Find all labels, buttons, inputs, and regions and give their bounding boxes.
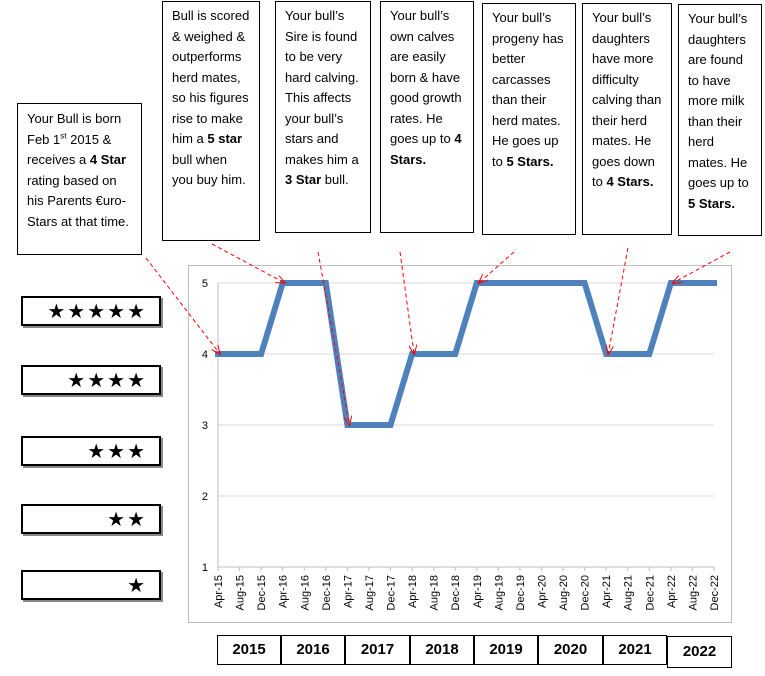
x-tick-label: Dec-20 <box>580 575 592 610</box>
callout-scored: Bull is scored & weighed & outperforms h… <box>162 1 260 241</box>
x-tick-label: Aug-20 <box>558 575 570 610</box>
x-tick-label: Dec-16 <box>321 575 333 610</box>
callout-text: Your bull’s daughters are found to have … <box>688 11 749 190</box>
x-tick-label: Apr-21 <box>601 575 613 608</box>
callout-text: bull. <box>321 172 349 187</box>
callout-text: Your bull’s daughters have more difficul… <box>592 10 662 189</box>
x-tick-label: Dec-15 <box>256 575 268 610</box>
x-tick-label: Dec-19 <box>515 575 527 610</box>
star-rating-2: ★★ <box>21 504 161 534</box>
callout-daughters-milk: Your bull’s daughters are found to have … <box>678 4 762 236</box>
star-rating-5: ★★★★★ <box>21 296 161 326</box>
callout-text: 5 Stars. <box>506 153 554 169</box>
x-tick-label: Apr-15 <box>213 575 225 608</box>
year-cell: 2016 <box>281 635 345 665</box>
x-tick-label: Dec-18 <box>450 575 462 610</box>
x-tick-label: Dec-22 <box>709 575 721 610</box>
year-cell: 2019 <box>474 635 538 665</box>
callout-progeny: Your bull’s progeny has better carcasses… <box>482 3 576 235</box>
y-tick-label: 1 <box>202 562 208 574</box>
callout-text: Bull is scored & weighed & outperforms h… <box>172 8 250 146</box>
callout-sire: Your bull’s Sire is found to be very har… <box>275 1 371 233</box>
y-tick-label: 4 <box>202 349 208 361</box>
callout-text: st <box>60 131 67 141</box>
year-cell: 2020 <box>538 635 603 665</box>
callout-text: Your bull’s progeny has better carcasses… <box>492 10 564 169</box>
year-cell: 2021 <box>603 635 667 665</box>
x-tick-label: Apr-19 <box>472 575 484 608</box>
callout-text: 4 Stars. <box>606 174 654 189</box>
star-rating-4: ★★★★ <box>21 365 161 395</box>
callout-text: rating based on his Parents €uro-Stars a… <box>27 172 129 229</box>
callout-text: Your Bull is born Feb 1 <box>27 111 122 147</box>
star-rating-line-chart: 1 2 3 4 5 Apr-15 Aug-15 Dec-15 Apr-16 Aug-16 Dec-1… <box>202 278 721 610</box>
star-rating-1: ★ <box>21 570 161 600</box>
callout-text: Your bull’s Sire is found to be very har… <box>285 8 359 167</box>
callout-text: 5 Stars. <box>688 195 735 211</box>
x-tick-label: Aug-22 <box>687 575 699 610</box>
x-tick-label: Aug-15 <box>235 575 247 610</box>
x-tick-label: Apr-18 <box>407 575 419 608</box>
year-cell: 2018 <box>410 635 474 665</box>
y-tick-label: 5 <box>202 278 208 290</box>
y-tick-label: 3 <box>202 420 208 432</box>
x-tick-label: Apr-22 <box>666 575 678 608</box>
y-tick-label: 2 <box>202 491 208 503</box>
callout-born: Your Bull is born Feb 1st 2015 & receive… <box>17 103 142 255</box>
x-tick-label: Aug-21 <box>623 575 635 610</box>
callout-text: bull when you buy him. <box>172 151 246 188</box>
chart-frame <box>188 265 732 623</box>
callout-text: 4 Star <box>89 152 127 167</box>
x-tick-label: Apr-20 <box>536 575 548 608</box>
series-line <box>215 280 717 428</box>
x-tick-label: Aug-19 <box>493 575 505 610</box>
x-tick-label: Aug-16 <box>299 575 311 610</box>
callout-text: 3 Star <box>285 172 322 187</box>
year-cell: 2022 <box>667 636 732 668</box>
x-tick-label: Dec-17 <box>386 575 398 610</box>
callout-text: 2015 & receives a <box>27 131 112 168</box>
year-cell: 2015 <box>217 635 281 665</box>
callout-calves: Your bull’s own calves are easily born &… <box>380 1 474 233</box>
x-tick-label: Apr-17 <box>342 575 354 608</box>
x-tick-label: Dec-21 <box>644 575 656 610</box>
callout-text: 4 Stars. <box>390 131 462 167</box>
year-cell: 2017 <box>345 635 410 665</box>
callout-daughters-calving: Your bull’s daughters have more difficul… <box>582 3 672 235</box>
callout-text: Your bull’s own calves are easily born &… <box>390 8 462 146</box>
x-tick-label: Aug-18 <box>429 575 441 610</box>
star-rating-3: ★★★ <box>21 436 161 466</box>
x-tick-label: Aug-17 <box>364 575 376 610</box>
x-tick-label: Apr-16 <box>278 575 290 608</box>
callout-text: 5 star <box>207 131 243 146</box>
